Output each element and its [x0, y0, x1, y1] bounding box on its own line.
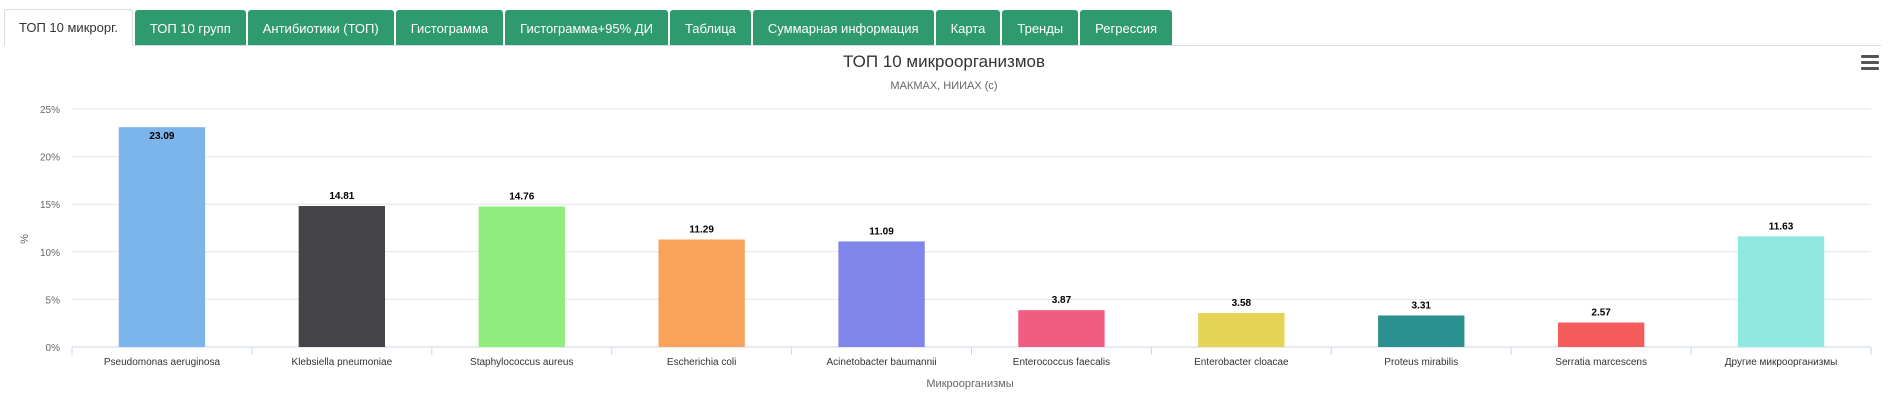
- x-category-label: Enterobacter cloacae: [1194, 357, 1289, 368]
- bar[interactable]: [1378, 315, 1465, 347]
- bar-value-label: 3.58: [1232, 298, 1252, 309]
- bar[interactable]: [838, 241, 925, 347]
- tab-bar: ТОП 10 микрорг. ТОП 10 групп Антибиотики (…: [4, 9, 1881, 46]
- chart-title: ТОП 10 микроорганизмов: [843, 52, 1045, 71]
- bar[interactable]: [658, 239, 745, 347]
- tab-9[interactable]: Тренды: [1002, 10, 1079, 45]
- x-category-label: Enterococcus faecalis: [1013, 357, 1110, 368]
- x-category-label: Pseudomonas aeruginosa: [104, 357, 221, 368]
- bar-chart: ТОП 10 микроорганизмов МАКМАХ, НИИАХ (c)…: [19, 52, 1872, 390]
- tab-5[interactable]: Гистограмма+95% ДИ: [505, 10, 668, 45]
- tab-7[interactable]: Суммарная информация: [752, 10, 934, 45]
- x-axis: Pseudomonas aeruginosa Klebsiella pneumon…: [71, 347, 1872, 368]
- y-axis-ticks: 0% 5% 10% 15% 20% 25%: [40, 105, 60, 354]
- bar[interactable]: [478, 206, 565, 347]
- x-category-label: Staphylococcus aureus: [470, 357, 573, 368]
- tab-3[interactable]: Антибиотики (ТОП): [247, 10, 394, 45]
- x-category-label: Serratia marcescens: [1555, 357, 1647, 368]
- tab-4[interactable]: Гистограмма: [395, 10, 504, 45]
- bar[interactable]: [1018, 310, 1105, 347]
- y-tick-label: 0%: [46, 343, 61, 354]
- tab-1[interactable]: ТОП 10 микрорг.: [4, 9, 133, 46]
- chart-subtitle: МАКМАХ, НИИАХ (c): [890, 80, 997, 92]
- x-category-label: Klebsiella pneumoniae: [292, 357, 393, 368]
- tab-10[interactable]: Регрессия: [1080, 10, 1172, 45]
- x-category-label: Другие микроорганизмы: [1725, 357, 1838, 368]
- bar-value-label: 11.09: [869, 226, 894, 237]
- bar-value-label: 3.31: [1412, 300, 1432, 311]
- bar[interactable]: [1557, 322, 1645, 347]
- chart-menu-icon[interactable]: [1861, 55, 1879, 71]
- tab-8[interactable]: Карта: [935, 10, 1001, 45]
- y-tick-label: 10%: [40, 248, 60, 259]
- bar-value-label: 14.81: [329, 191, 354, 202]
- tab-6[interactable]: Таблица: [669, 10, 751, 45]
- y-tick-label: 25%: [40, 105, 60, 116]
- y-axis-title: %: [19, 234, 31, 244]
- x-category-label: Escherichia coli: [667, 357, 736, 368]
- x-axis-title: Микроорганизмы: [926, 378, 1013, 390]
- bar-value-label: 3.87: [1052, 295, 1072, 306]
- y-tick-label: 20%: [40, 153, 60, 164]
- tab-2[interactable]: ТОП 10 групп: [134, 10, 246, 45]
- bar-value-label: 14.76: [509, 191, 534, 202]
- x-category-label: Proteus mirabilis: [1384, 357, 1458, 368]
- x-category-label: Acinetobacter baumannii: [827, 357, 937, 368]
- bar-value-label: 23.09: [149, 131, 174, 142]
- bar[interactable]: [298, 206, 386, 347]
- bars: 23.09 14.81 14.76 11.29 11.09 3.87 3.58 3.31 2.5…: [118, 127, 1825, 347]
- bar-value-label: 11.63: [1769, 221, 1794, 232]
- bar-value-label: 2.57: [1591, 308, 1611, 319]
- y-tick-label: 15%: [40, 200, 60, 211]
- bar[interactable]: [1198, 312, 1285, 347]
- y-tick-label: 5%: [46, 295, 61, 306]
- bar-value-label: 11.29: [689, 225, 714, 236]
- bar[interactable]: [1737, 236, 1825, 347]
- bar[interactable]: [118, 127, 206, 347]
